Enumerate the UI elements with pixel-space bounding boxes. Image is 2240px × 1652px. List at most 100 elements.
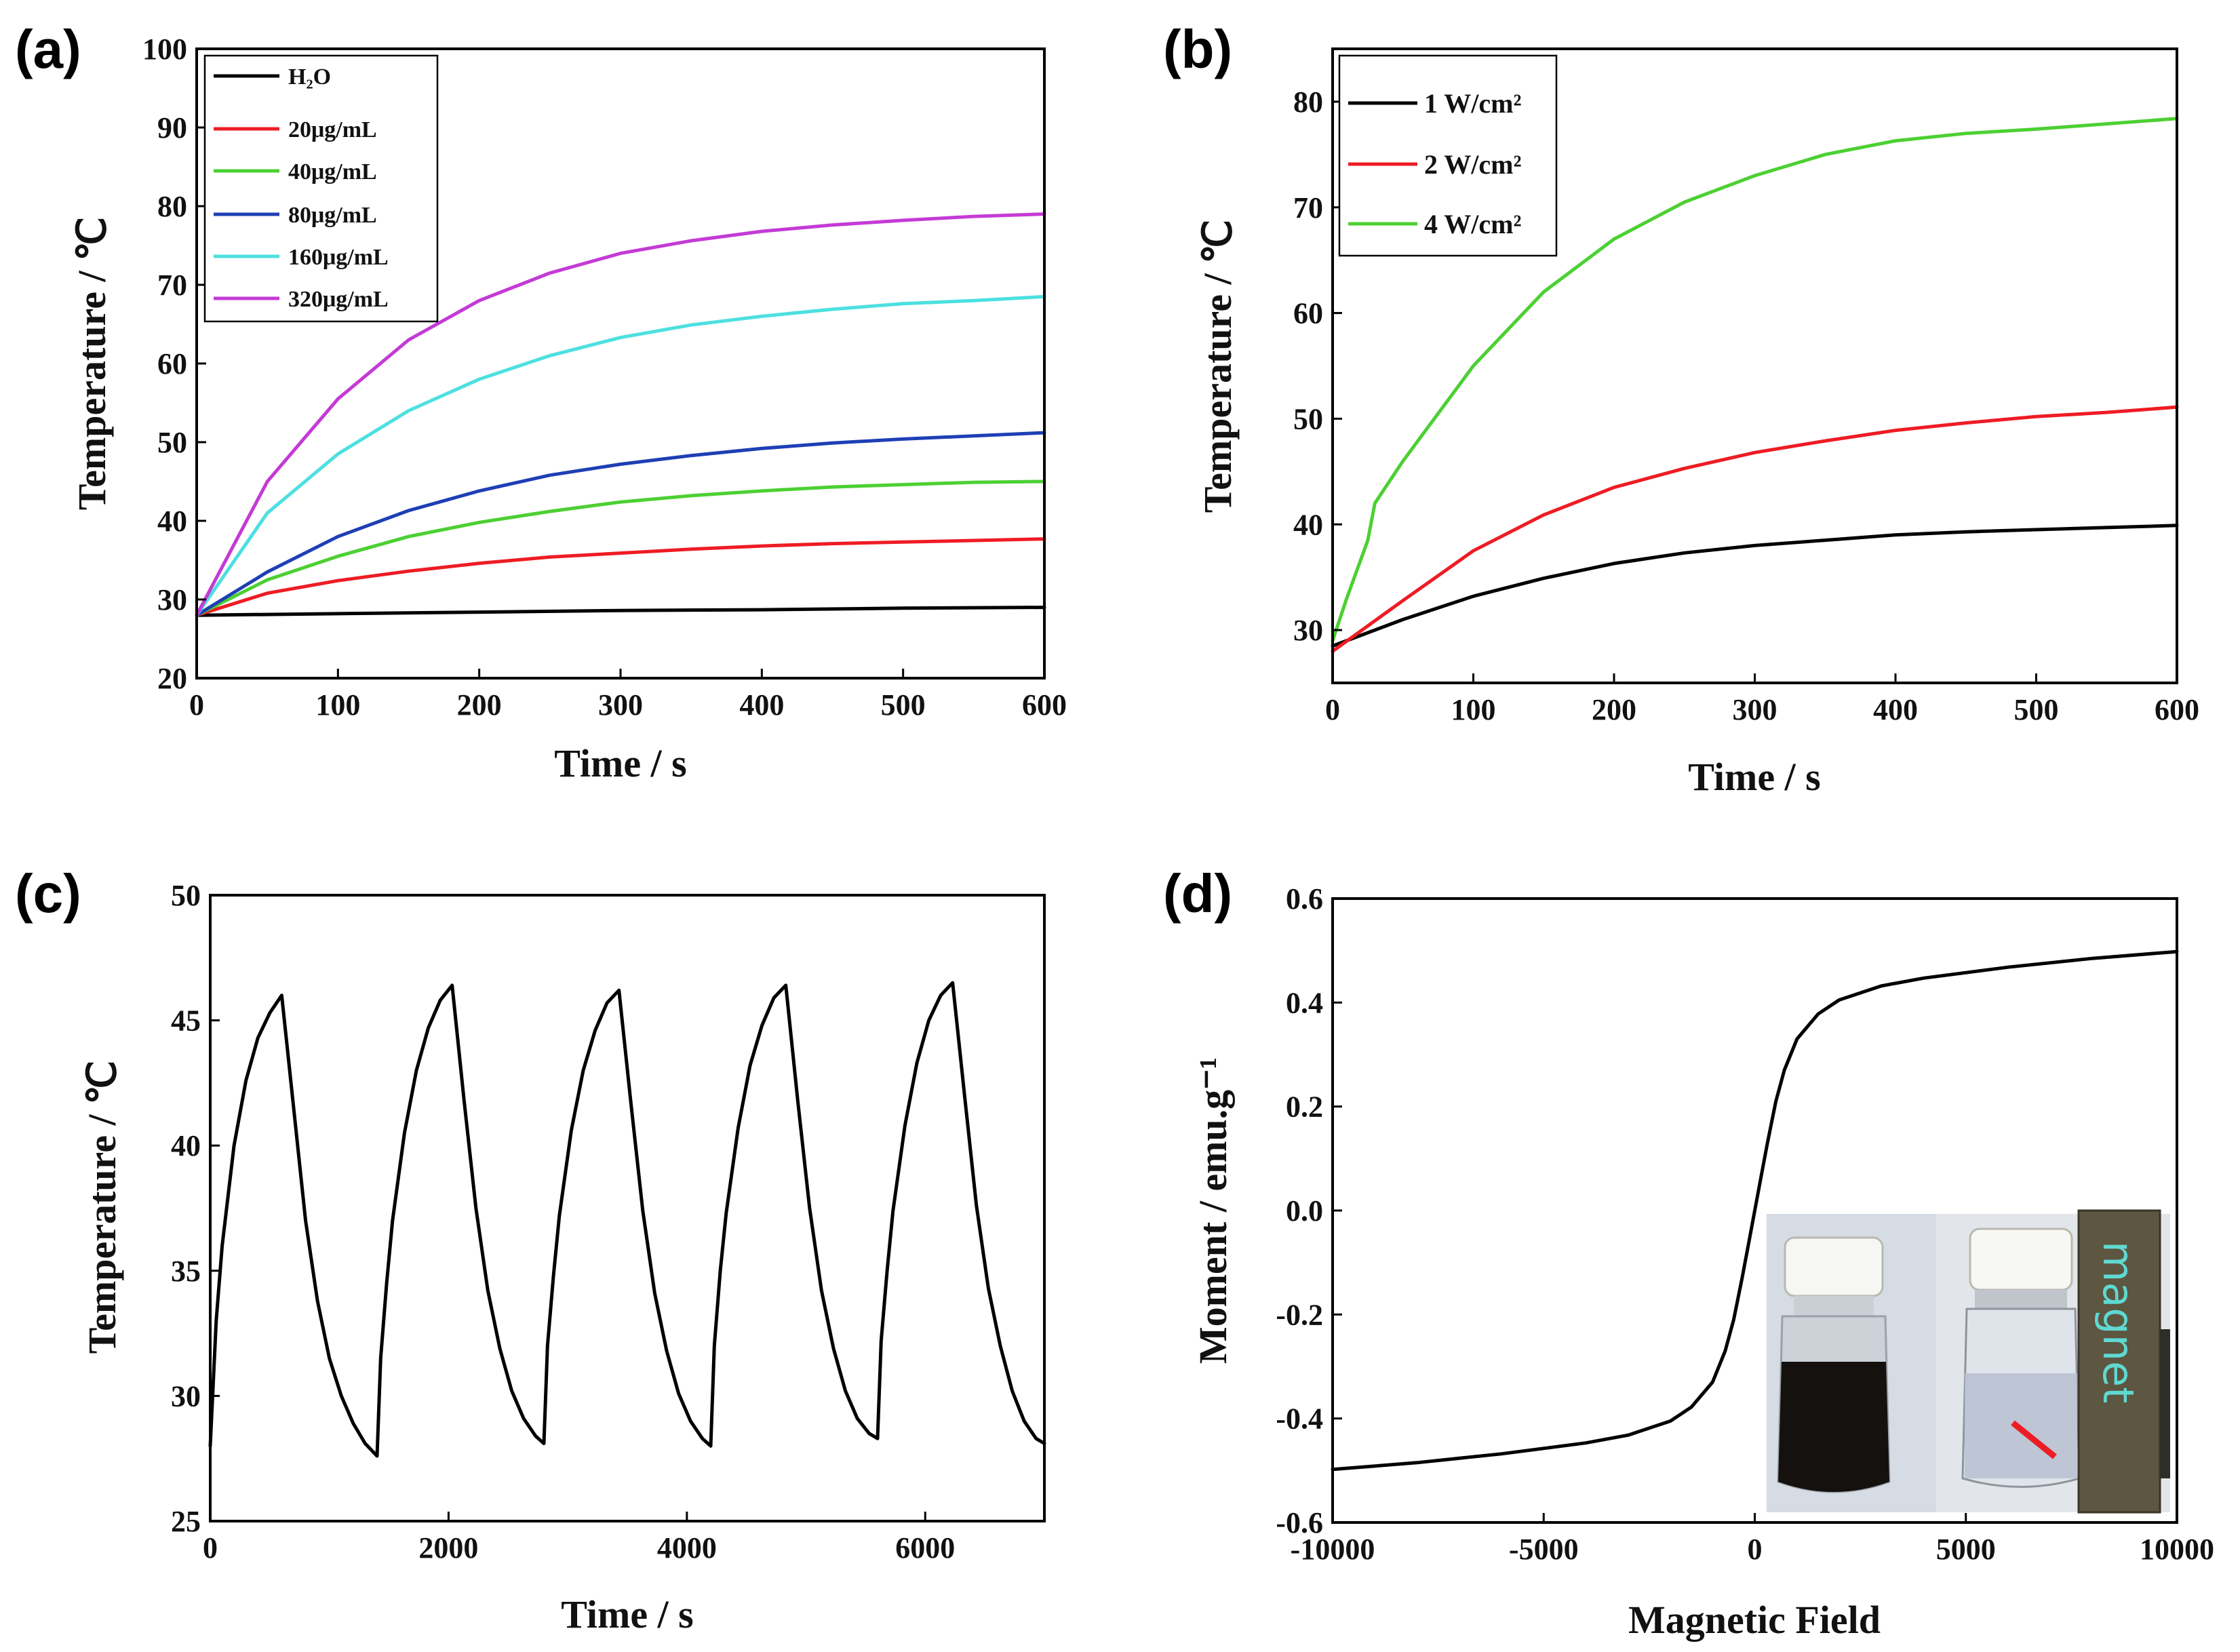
y-tick-label-b-5: 80: [1293, 85, 1323, 119]
chart-panel-c: 0 2000 4000 6000 25 30 35 40 45 50 Time / s Tempe…: [80, 879, 1046, 1636]
inset-magnet-bar: [2077, 1209, 2161, 1514]
y-tick-label-d-3: 0.0: [1286, 1194, 1323, 1227]
panel-label-b: (b): [1163, 19, 1232, 79]
y-tick-label-c-0: 25: [171, 1505, 201, 1538]
legend-label-a-4: 160μg/mL: [288, 245, 389, 270]
x-tick-label-a-5: 500: [881, 688, 926, 722]
legend-label-a-5: 320μg/mL: [288, 287, 389, 312]
y-tick-label-b-4: 70: [1293, 191, 1323, 224]
y-tick-label-c-1: 30: [171, 1379, 201, 1413]
inset-photo-vial-with-magnet: [1936, 1209, 2170, 1514]
ticks-layer-a: 0 100 200 300 400 500 600 20 30 40 50 60 70 80 90 100: [142, 33, 1067, 722]
series-layer-a: [195, 212, 1046, 617]
legend-label-b-1: 2 W/cm²: [1424, 149, 1521, 180]
series-line-d-0: [1331, 949, 2179, 1472]
legend-box-a: [203, 54, 439, 323]
series-line-b-2: [1331, 117, 2179, 643]
series-layer-b: [1331, 117, 2179, 653]
series-line-a-4: [195, 294, 1046, 617]
x-tick-label-b-3: 300: [1733, 693, 1777, 726]
y-tick-label-b-1: 40: [1293, 508, 1323, 541]
y-tick-label-a-0: 20: [157, 662, 187, 695]
plot-frame-c: [209, 894, 1046, 1522]
x-tick-label-d-1: -5000: [1509, 1533, 1579, 1566]
y-tick-label-b-0: 30: [1293, 614, 1323, 647]
y-tick-label-a-6: 80: [157, 190, 187, 223]
x-tick-label-b-4: 400: [1873, 693, 1918, 726]
x-tick-label-a-4: 400: [739, 688, 784, 722]
series-line-a-0: [195, 606, 1046, 617]
legend-label-a-3: 80μg/mL: [288, 203, 377, 228]
x-tick-label-d-2: 0: [1748, 1533, 1763, 1566]
x-tick-label-b-6: 600: [2155, 693, 2199, 726]
y-tick-label-a-7: 90: [157, 111, 187, 144]
series-line-a-3: [195, 431, 1046, 617]
x-tick-label-a-1: 100: [315, 688, 360, 722]
x-tick-label-b-2: 200: [1592, 693, 1636, 726]
y-axis-title-d: Moment / emu.g⁻¹: [1191, 1057, 1235, 1364]
y-tick-label-a-8: 100: [142, 33, 187, 66]
legend-label-b-2: 4 W/cm²: [1424, 209, 1521, 239]
y-tick-label-d-0: -0.6: [1276, 1506, 1323, 1539]
series-line-a-5: [195, 212, 1046, 617]
legend-a: H₂O 20μg/mL 40μg/mL 80μg/mL 160μg/mL 320…: [203, 54, 439, 323]
ticks-layer-d: -10000 -5000 0 5000 10000 -0.6 -0.4 -0.2 0.0 0.2 0…: [1276, 882, 2214, 1566]
y-axis-title-b: Temperature / ℃: [1196, 220, 1240, 513]
y-axis-title-a: Temperature / ℃: [70, 217, 114, 510]
legend-label-a-2: 40μg/mL: [288, 159, 377, 184]
y-tick-label-b-2: 50: [1293, 402, 1323, 435]
panel-label-d: (d): [1163, 863, 1232, 924]
series-line-a-2: [195, 479, 1046, 617]
y-tick-label-c-5: 50: [171, 879, 201, 912]
ticks-layer-b: 0 100 200 300 400 500 600 30 40 50 60 70 80: [1293, 85, 2199, 726]
legend-label-a-0: H₂O: [288, 64, 331, 90]
x-tick-label-b-5: 500: [2014, 693, 2059, 726]
series-layer-c: [208, 981, 1046, 1458]
y-axis-title-c: Temperature / ℃: [80, 1061, 124, 1354]
y-tick-label-a-4: 60: [157, 347, 187, 380]
x-axis-title-b: Time / s: [1688, 755, 1821, 799]
x-tick-label-d-0: -10000: [1291, 1533, 1375, 1566]
x-tick-label-c-2: 4000: [657, 1531, 717, 1565]
chart-panel-b: 0 100 200 300 400 500 600 30 40 50 60 70 80 Time / s…: [1196, 47, 2199, 799]
y-tick-label-b-3: 60: [1293, 297, 1323, 330]
y-tick-label-c-2: 35: [171, 1255, 201, 1288]
chart-panel-d: magnet -10000 -5000 0 5000 10000 -0.6 -0.4 -0.2…: [1191, 882, 2214, 1642]
series-layer-d: [1331, 949, 2179, 1472]
x-axis-title-d: Magnetic Field: [1628, 1598, 1881, 1642]
inset-magnet-label: magnet: [2094, 1241, 2143, 1404]
legend-label-b-0: 1 W/cm²: [1424, 88, 1521, 119]
chart-panel-a: 0 100 200 300 400 500 600 20 30 40 50 60 70 80 90 100 T…: [70, 33, 1067, 785]
x-tick-label-a-0: 0: [189, 688, 204, 722]
series-line-c-0: [208, 981, 1046, 1458]
x-tick-label-b-1: 100: [1451, 693, 1496, 726]
legend-label-a-1: 20μg/mL: [288, 117, 377, 142]
y-tick-label-a-1: 30: [157, 583, 187, 616]
x-axis-title-a: Time / s: [554, 741, 687, 785]
y-tick-label-a-3: 50: [157, 426, 187, 459]
y-tick-label-d-4: 0.2: [1286, 1090, 1323, 1124]
inset-photos: magnet: [1767, 1209, 2170, 1514]
x-tick-label-a-2: 200: [457, 688, 502, 722]
series-line-b-1: [1331, 405, 2179, 653]
series-line-b-0: [1331, 524, 2179, 648]
y-tick-label-d-1: -0.4: [1276, 1402, 1323, 1436]
x-tick-label-a-6: 600: [1022, 688, 1067, 722]
x-tick-label-d-4: 10000: [2140, 1533, 2214, 1566]
panel-label-c: (c): [15, 863, 81, 924]
inset-photo-vial-dispersed: [1767, 1214, 1936, 1512]
x-tick-label-d-3: 5000: [1936, 1533, 1996, 1566]
x-tick-label-a-3: 300: [598, 688, 643, 722]
x-tick-label-b-0: 0: [1325, 693, 1340, 726]
y-tick-label-d-5: 0.4: [1286, 986, 1323, 1019]
y-tick-label-c-4: 45: [171, 1004, 201, 1038]
y-tick-label-d-2: -0.2: [1276, 1298, 1323, 1331]
legend-b: 1 W/cm² 2 W/cm² 4 W/cm²: [1338, 54, 1558, 257]
y-tick-label-a-5: 70: [157, 269, 187, 302]
panel-label-a: (a): [15, 19, 81, 79]
x-axis-title-c: Time / s: [561, 1592, 694, 1636]
y-tick-label-c-3: 40: [171, 1129, 201, 1162]
x-tick-label-c-0: 0: [203, 1531, 218, 1565]
x-tick-label-c-1: 2000: [418, 1531, 478, 1565]
